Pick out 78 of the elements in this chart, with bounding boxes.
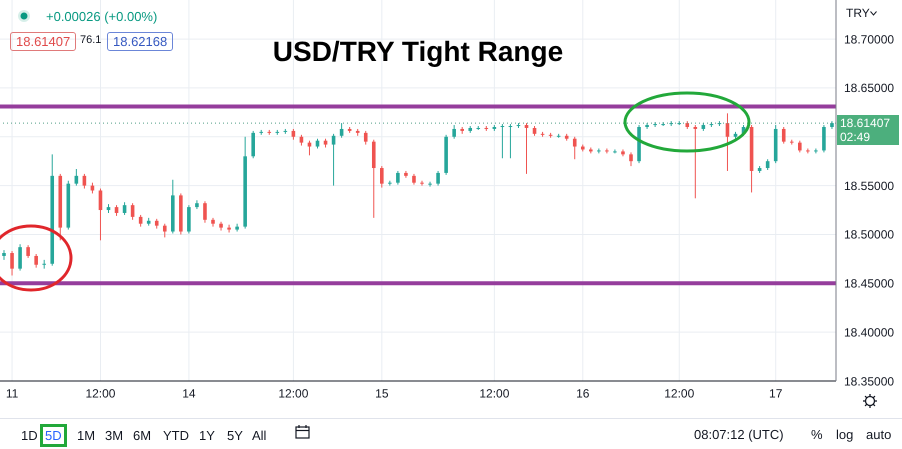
candlestick [34, 254, 38, 268]
x-tick-label: 15 [375, 386, 389, 401]
annotation: +0.00026 (+0.00%) [46, 9, 158, 24]
y-tick-label: 18.40000 [844, 325, 894, 340]
candlestick [694, 124, 698, 199]
candlestick [114, 204, 118, 216]
x-tick-label: 17 [769, 386, 783, 401]
x-tick-label: 12:00 [85, 386, 116, 401]
x-tick-label: 12:00 [479, 386, 510, 401]
text: 5Y [226, 427, 244, 445]
text: 1D [20, 427, 39, 445]
x-tick-label: 12:00 [278, 386, 309, 401]
candlestick [203, 200, 207, 224]
annotation: 76.1 [80, 34, 102, 46]
y-tick-label: 18.55000 [844, 178, 894, 193]
candlestick [524, 122, 528, 174]
candlestick [162, 223, 167, 238]
x-tick-label: 11 [6, 386, 19, 401]
candlestick [766, 158, 770, 170]
y-tick-label: 18.45000 [844, 276, 894, 291]
candlestick [122, 202, 126, 216]
candlestick [316, 138, 320, 149]
candlestick [532, 126, 536, 136]
candlestick [572, 136, 577, 160]
annotation: 18.62168 [107, 32, 174, 51]
candlestick [332, 133, 336, 186]
candlestick [82, 173, 86, 190]
y-axis-title: TRY [846, 6, 870, 20]
candlestick [292, 128, 296, 140]
annotation: 18.61407 [10, 32, 76, 51]
candlestick [412, 173, 416, 186]
text: % [811, 427, 823, 442]
candlestick [18, 244, 22, 272]
candlestick [452, 124, 456, 140]
candlestick [396, 170, 400, 186]
text: 1M [76, 427, 96, 445]
text: 3M [104, 427, 124, 445]
candlestick [798, 140, 802, 153]
candlestick [10, 250, 14, 276]
text: 02:49 [840, 130, 872, 144]
candlestick [308, 140, 312, 156]
x-tick-label: 12:00 [664, 386, 695, 401]
candlestick [508, 124, 512, 159]
y-tick-label: 18.65000 [844, 81, 894, 96]
candlestick [154, 218, 159, 230]
candlestick [380, 166, 384, 188]
text: All [251, 427, 268, 445]
candlestick [340, 122, 344, 138]
x-tick-label: 14 [182, 386, 196, 401]
candlestick [98, 188, 102, 241]
candlestick [90, 182, 94, 194]
candlestick [130, 202, 134, 220]
candlestick [500, 124, 504, 159]
candlestick [26, 244, 30, 258]
text: 08:07:12 (UTC) [694, 427, 784, 442]
text: auto [866, 427, 892, 442]
text: 18.61407 [840, 116, 892, 130]
x-tick-label: 16 [576, 386, 590, 401]
candlestick [138, 214, 142, 228]
y-tick-label: 18.70000 [844, 32, 894, 46]
candlestick [364, 130, 368, 146]
candlestick [726, 112, 730, 172]
candlestick [251, 130, 255, 159]
candlestick [436, 170, 440, 186]
candlestick [74, 168, 78, 186]
candlestick [2, 250, 6, 260]
text: 1Y [198, 427, 216, 445]
candlestick [782, 126, 786, 144]
text: log [836, 427, 854, 442]
text: 6M [132, 427, 152, 445]
text: YTD [162, 427, 190, 445]
y-tick-label: 18.50000 [844, 228, 894, 242]
text: USD/TRY Tight Range [272, 36, 564, 67]
candlestick [629, 152, 633, 167]
candlestick [300, 134, 304, 146]
y-tick-label: 18.35000 [844, 374, 894, 388]
candlestick [822, 124, 826, 153]
text: 5D [40, 424, 67, 447]
